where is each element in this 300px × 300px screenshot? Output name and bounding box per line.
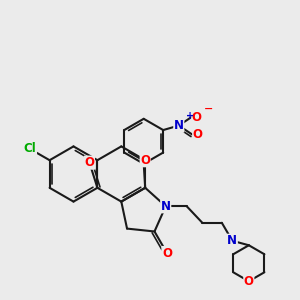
Text: −: − bbox=[204, 104, 213, 114]
Text: O: O bbox=[162, 247, 172, 260]
Text: O: O bbox=[140, 154, 150, 167]
Text: +: + bbox=[186, 111, 194, 121]
Text: O: O bbox=[244, 275, 254, 288]
Text: N: N bbox=[161, 200, 171, 213]
Text: N: N bbox=[174, 119, 184, 132]
Text: O: O bbox=[192, 111, 202, 124]
Text: O: O bbox=[193, 128, 203, 141]
Text: N: N bbox=[227, 234, 237, 247]
Text: Cl: Cl bbox=[24, 142, 37, 155]
Text: O: O bbox=[85, 156, 94, 169]
